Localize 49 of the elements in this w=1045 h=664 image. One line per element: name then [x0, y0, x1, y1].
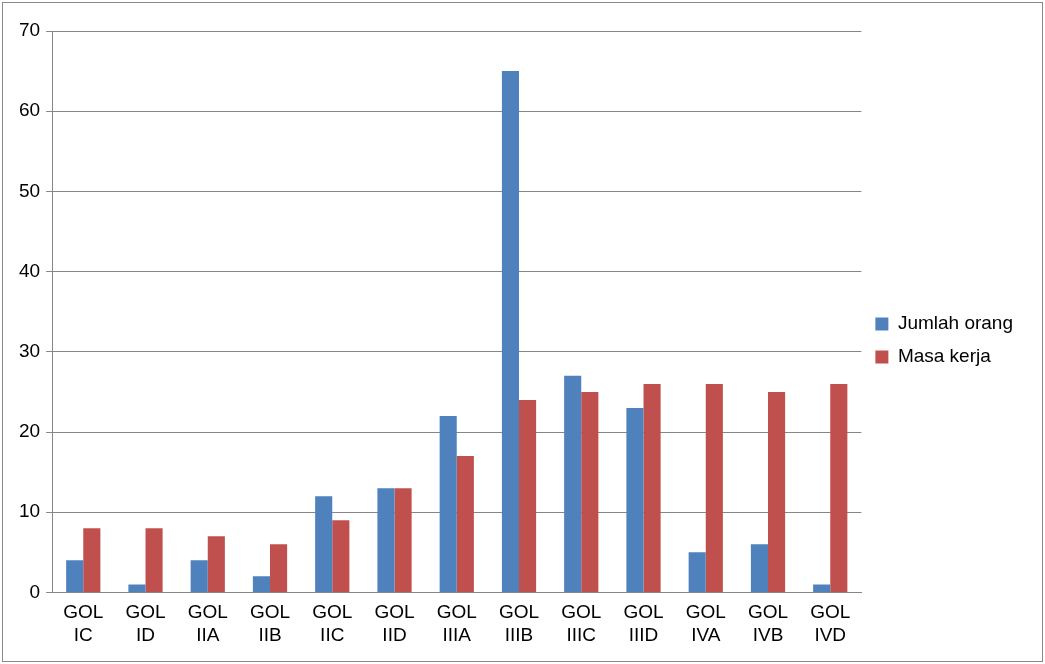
bar — [519, 399, 537, 592]
y-tick-label: 0 — [29, 580, 41, 602]
y-tick-label: 30 — [18, 340, 41, 362]
bar — [190, 560, 208, 592]
bar — [501, 71, 520, 592]
bar — [128, 584, 146, 592]
y-tick-label: 40 — [18, 259, 41, 281]
bar — [377, 488, 395, 592]
bar — [394, 488, 412, 592]
bar — [768, 391, 786, 592]
bar — [688, 552, 706, 592]
x-tick-label: GOL ID — [125, 601, 166, 645]
bar — [581, 391, 599, 592]
legend-label: Masa kerja — [897, 345, 992, 367]
x-tick-label: GOL IVB — [747, 601, 789, 645]
bar — [830, 383, 848, 592]
bar — [439, 415, 457, 592]
bar — [456, 456, 474, 592]
x-tick-label: GOL IIC — [312, 601, 353, 645]
x-tick-label: GOL IVA — [685, 601, 726, 645]
bar — [315, 496, 333, 592]
y-tick-label: 60 — [18, 99, 41, 121]
bar — [626, 407, 644, 592]
bar — [564, 375, 582, 592]
bar — [83, 528, 101, 592]
x-tick-label: GOL IIIB — [498, 601, 540, 645]
bar — [705, 383, 723, 592]
x-tick-label: GOL IC — [63, 601, 104, 645]
y-tick-label: 10 — [18, 500, 41, 522]
x-tick-label: GOL IVD — [810, 601, 851, 645]
bar — [207, 536, 225, 592]
bar — [145, 528, 163, 592]
x-tick-label: GOL IIA — [187, 601, 228, 645]
x-tick-label: GOL IIB — [249, 601, 291, 645]
bar — [332, 520, 350, 592]
bar — [270, 544, 288, 592]
y-tick-label: 70 — [18, 19, 41, 41]
bar — [252, 576, 271, 592]
bar — [66, 560, 84, 592]
x-tick-label: GOL IIIC — [561, 601, 602, 645]
legend-label: Jumlah orang — [897, 312, 1013, 334]
y-tick-label: 20 — [18, 420, 41, 442]
bar — [813, 584, 831, 592]
x-tick-label: GOL IIIA — [436, 601, 477, 645]
y-tick-label: 50 — [18, 179, 41, 201]
bar — [643, 383, 661, 592]
bar — [750, 544, 768, 592]
x-tick-label: GOL IID — [374, 601, 415, 645]
x-tick-label: GOL IIID — [623, 601, 664, 645]
